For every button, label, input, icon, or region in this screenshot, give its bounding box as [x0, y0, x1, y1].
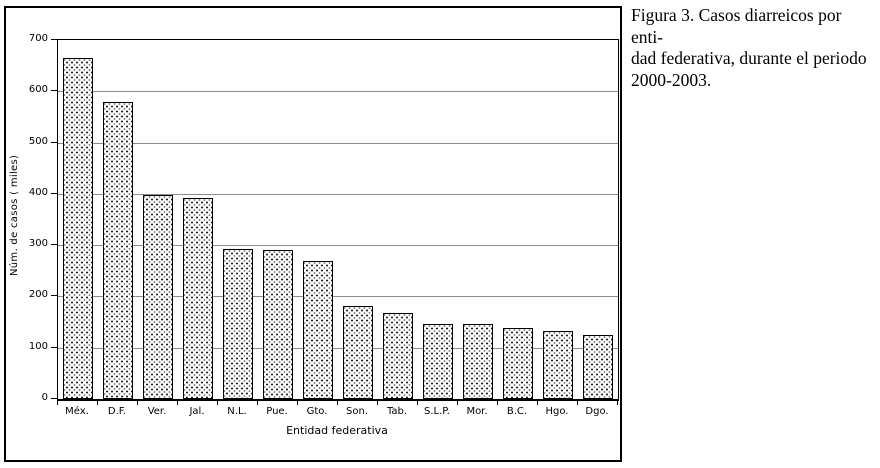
y-tick-mark: [51, 398, 57, 399]
gridline-400: [58, 193, 618, 195]
x-cat-label-jal: Jal.: [189, 406, 205, 417]
x-cat-label-son: Son.: [346, 406, 368, 417]
y-tick-label-200: 200: [28, 289, 48, 301]
y-tick-label-600: 600: [28, 84, 48, 96]
x-tick-mark: [617, 400, 618, 405]
x-tick-mark: [577, 400, 578, 405]
y-tick-mark: [51, 295, 57, 297]
x-cat-label-gto: Gto.: [306, 406, 328, 417]
x-tick-mark: [497, 400, 498, 405]
figure-caption: Figura 3. Casos diarreicos por enti- dad…: [631, 5, 867, 90]
bar-bc: [503, 328, 533, 399]
x-cat-label-dgo: Dgo.: [585, 406, 609, 417]
y-tick-label-400: 400: [28, 186, 48, 198]
x-axis-title: Entidad federativa: [286, 424, 388, 437]
bar-dgo: [583, 335, 613, 399]
y-tick-label-500: 500: [28, 135, 48, 147]
x-cat-label-mor: Mor.: [466, 406, 488, 417]
bar-ver: [143, 194, 173, 399]
x-tick-mark: [137, 400, 138, 405]
x-cat-label-bc: B.C.: [506, 406, 528, 417]
x-tick-mark: [457, 400, 458, 405]
bar-gto: [303, 260, 333, 399]
gridline-100: [58, 347, 618, 349]
x-tick-mark: [377, 400, 378, 405]
x-cat-label-slp: S.L.P.: [424, 406, 450, 417]
x-tick-mark: [177, 400, 178, 405]
y-tick-label-100: 100: [28, 340, 48, 352]
x-tick-mark: [257, 400, 258, 405]
y-tick-mark: [51, 141, 57, 143]
x-cat-label-méx: Méx.: [65, 406, 89, 417]
x-cat-label-tab: Tab.: [386, 406, 408, 417]
bar-hgo: [543, 330, 573, 399]
x-tick-mark: [97, 400, 98, 405]
bar-tab: [383, 312, 413, 399]
y-axis-title: Núm. de casos ( miles): [9, 154, 20, 276]
figure-frame: Núm. de casos ( miles) Entidad federativ…: [4, 6, 622, 462]
y-tick-mark: [51, 244, 57, 246]
x-cat-label-ver: Ver.: [147, 406, 167, 417]
x-cat-label-nl: N.L.: [227, 406, 247, 417]
y-tick-label-700: 700: [28, 33, 48, 44]
gridline-600: [58, 91, 618, 93]
bar-son: [343, 305, 373, 399]
x-tick-mark: [217, 400, 218, 405]
x-tick-mark: [337, 400, 338, 405]
bar-mor: [463, 324, 493, 399]
gridline-200: [58, 296, 618, 298]
x-tick-mark: [57, 400, 58, 405]
y-tick-mark: [51, 39, 57, 40]
y-tick-mark: [51, 90, 57, 92]
x-cat-label-pue: Pue.: [266, 406, 288, 417]
y-tick-label-300: 300: [28, 238, 48, 250]
gridline-300: [58, 245, 618, 247]
x-cat-label-hgo: Hgo.: [545, 406, 569, 417]
bar-jal: [183, 197, 213, 399]
x-tick-mark: [417, 400, 418, 405]
bar-méx: [63, 57, 93, 399]
bar-slp: [423, 324, 453, 399]
x-tick-mark: [297, 400, 298, 405]
gridline-500: [58, 142, 618, 144]
bar-df: [103, 101, 133, 399]
y-tick-mark: [51, 346, 57, 348]
x-tick-mark: [537, 400, 538, 405]
plot-area: [57, 39, 619, 401]
x-cat-label-df: D.F.: [107, 406, 127, 417]
y-tick-label-0: 0: [41, 392, 48, 403]
y-tick-mark: [51, 192, 57, 194]
bar-nl: [223, 249, 253, 399]
bar-pue: [263, 250, 293, 399]
